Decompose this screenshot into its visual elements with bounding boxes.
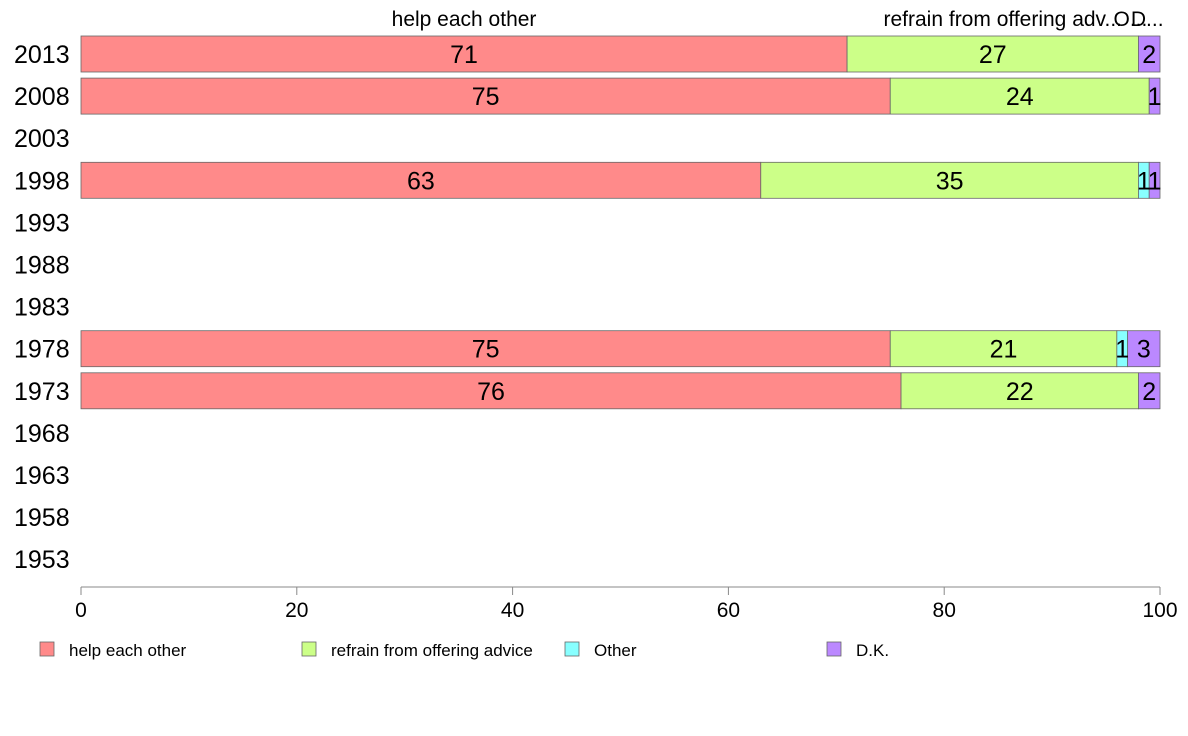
x-axis: 0 20 40 60 80 100: [75, 586, 1178, 622]
series-top-labels: help each other refrain from offering adv…: [392, 8, 1164, 31]
bar-value-label: 21: [990, 336, 1018, 364]
y-tick-label: 1988: [14, 252, 70, 280]
legend-label: help each other: [69, 641, 187, 660]
bar-segment: [1138, 372, 1161, 410]
series-top-label: refrain from offering adv...: [884, 8, 1123, 31]
bar-segment: [846, 35, 1139, 73]
y-tick-label: 1968: [14, 420, 70, 448]
bar-value-label: 2: [1142, 378, 1156, 406]
bar-segment: [80, 372, 902, 410]
legend-swatch: [564, 641, 580, 657]
bar-segment: [80, 161, 762, 199]
y-tick-label: 1963: [14, 462, 70, 490]
bar-segment: [80, 330, 891, 368]
y-tick-label: 2003: [14, 125, 70, 153]
bar-segment: [889, 77, 1150, 115]
legend-swatch: [39, 641, 55, 657]
y-tick-label: 1953: [14, 546, 70, 574]
bar-segment: [760, 161, 1139, 199]
bar-value-label: 24: [1006, 83, 1034, 111]
bar-segment: [1148, 161, 1161, 199]
bar-value-label: 75: [472, 336, 500, 364]
x-tick-label: 40: [501, 599, 524, 622]
bar-value-label: 22: [1006, 378, 1034, 406]
bar-segment: [1148, 77, 1161, 115]
bar-value-label: 2: [1142, 41, 1156, 69]
x-tick-label: 0: [75, 599, 87, 622]
bar-value-label: 76: [477, 378, 505, 406]
series-top-label: O...: [1113, 8, 1147, 31]
x-tick-label: 20: [285, 599, 308, 622]
legend-swatch: [826, 641, 842, 657]
y-axis-labels: 2013 2008 2003 1998 1993 1988 1983 1978 1973 1968…: [14, 41, 70, 574]
y-tick-label: 1993: [14, 209, 70, 237]
bar-value-label: 35: [936, 167, 964, 195]
legend-label: refrain from offering advice: [331, 641, 533, 660]
bar-value-label: 1: [1137, 167, 1151, 195]
bar-value-label: 1: [1115, 336, 1129, 364]
y-tick-label: 1973: [14, 378, 70, 406]
x-tick-label: 60: [717, 599, 740, 622]
legend-swatch: [301, 641, 317, 657]
bar-segment: [80, 35, 848, 73]
bar-value-label: 1: [1148, 83, 1162, 111]
x-tick-label: 100: [1142, 599, 1177, 622]
y-tick-label: 2008: [14, 83, 70, 111]
bar-segment: [80, 77, 891, 115]
bar-segment: [1138, 35, 1161, 73]
bar-segment: [1127, 330, 1161, 368]
bar-value-label: 1: [1148, 167, 1162, 195]
y-tick-label: 1958: [14, 504, 70, 532]
legend-label: D.K.: [856, 641, 889, 660]
bars-layer: [80, 35, 1161, 410]
y-tick-label: 1978: [14, 336, 70, 364]
bar-segment: [900, 372, 1139, 410]
y-tick-label: 2013: [14, 41, 70, 69]
bar-value-label: 63: [407, 167, 435, 195]
bar-value-label: 75: [472, 83, 500, 111]
bar-value-label: 27: [979, 41, 1007, 69]
legend-label: Other: [594, 641, 637, 660]
bar-value-label: 71: [450, 41, 478, 69]
bar-value-label: 3: [1137, 336, 1151, 364]
series-top-label: D...: [1131, 8, 1164, 31]
legend: help each other refrain from offering adv…: [39, 641, 889, 660]
y-tick-label: 1983: [14, 294, 70, 322]
x-tick-label: 80: [933, 599, 956, 622]
series-top-label: help each other: [392, 8, 537, 31]
y-tick-label: 1998: [14, 167, 70, 195]
bar-segment: [889, 330, 1118, 368]
